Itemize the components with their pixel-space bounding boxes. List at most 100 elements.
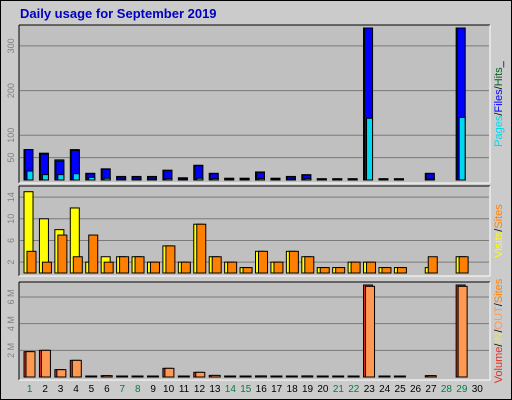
- bar-hits-pages: [458, 116, 466, 181]
- x-tick-label: 28: [441, 384, 453, 395]
- bar-hits-pages: [273, 178, 281, 181]
- x-tick-label: 9: [150, 384, 156, 395]
- legend-kbytes: Volume/IN/OUT/Sites: [493, 278, 505, 383]
- x-tick-label: 5: [89, 384, 95, 395]
- x-tick-label: 30: [472, 384, 484, 395]
- bar-visits-sites: [227, 261, 238, 274]
- bar-visits-sites: [366, 261, 377, 274]
- bar-hits-pages: [304, 178, 312, 181]
- bar-hits-pages: [72, 173, 80, 181]
- x-tick-label: 26: [410, 384, 422, 395]
- bar-visits-sites: [335, 267, 346, 274]
- x-tick-label: 21: [333, 384, 345, 395]
- bar-kbytes-out: [40, 349, 51, 378]
- y-tick-label: 100: [6, 128, 16, 143]
- legend-entry: /: [493, 85, 505, 89]
- legend-entry: Files: [493, 89, 505, 113]
- y-tick-label: 10: [6, 214, 16, 224]
- bar-visits-sites: [242, 267, 253, 274]
- y-tick-label: 2: [6, 260, 16, 265]
- y-tick-label: 6: [6, 238, 16, 243]
- legend-entry: _: [493, 60, 505, 68]
- bar-visits-sites: [211, 256, 222, 274]
- x-tick-label: 24: [379, 384, 391, 395]
- bar-kbytes-out: [457, 285, 468, 378]
- x-tick-label: 6: [104, 384, 110, 395]
- x-tick-label: 11: [179, 384, 190, 395]
- bar-kbytes-out: [226, 375, 237, 378]
- bar-visits-sites: [134, 256, 145, 274]
- bar-hits-pages: [335, 178, 343, 181]
- x-tick-label: 14: [225, 384, 237, 395]
- bar-kbytes-out: [118, 375, 129, 378]
- bar-kbytes-out: [210, 374, 221, 378]
- bar-hits-pages: [288, 178, 296, 181]
- bar-visits-sites: [180, 261, 191, 274]
- bar-kbytes-out: [179, 375, 190, 378]
- panel-hits: [19, 25, 490, 183]
- bar-visits-sites: [57, 234, 68, 274]
- x-tick-label: 20: [317, 384, 329, 395]
- y-tick-label: 14: [6, 192, 16, 202]
- bar-visits-sites: [288, 250, 299, 274]
- bar-kbytes-out: [303, 375, 314, 378]
- x-tick-label: 4: [73, 384, 79, 395]
- legend-entry: Hits: [493, 67, 505, 86]
- bar-kbytes-out: [395, 375, 406, 378]
- bar-hits-pages: [57, 174, 65, 181]
- bar-hits-pages: [227, 178, 235, 181]
- x-tick-label: 2: [42, 384, 48, 395]
- bar-visits-sites: [88, 234, 99, 274]
- y-tick-label: 4 M: [6, 316, 16, 331]
- bar-visits-sites: [26, 250, 37, 274]
- bar-hits-pages: [381, 178, 389, 181]
- x-tick-label: 25: [395, 384, 407, 395]
- bar-hits-pages: [396, 178, 404, 181]
- legend-entry: Volume: [493, 347, 505, 384]
- bar-visits-sites: [396, 267, 407, 274]
- y-tick-label: 200: [6, 83, 16, 98]
- legend-visits: Visits/Sites: [493, 204, 505, 258]
- bar-visits-sites: [119, 256, 130, 274]
- y-tick-label: 50: [6, 153, 16, 163]
- legend-entry: Visits: [493, 231, 505, 258]
- legend-entry: Pages: [493, 115, 505, 147]
- x-tick-label: 13: [209, 384, 221, 395]
- y-tick-label: 300: [6, 38, 16, 53]
- x-tick-label: 16: [256, 384, 268, 395]
- bar-hits-pages: [119, 178, 127, 181]
- legend-entry: /: [493, 302, 505, 306]
- bar-visits-sites: [41, 261, 52, 274]
- x-tick-label: 18: [287, 384, 299, 395]
- bar-hits-pages: [366, 117, 374, 181]
- legend-entry: Sites: [493, 278, 505, 303]
- bar-kbytes-out: [148, 375, 159, 378]
- legend-entry: OUT: [493, 306, 505, 330]
- x-tick-label: 8: [135, 384, 141, 395]
- bar-kbytes-out: [56, 369, 67, 378]
- bar-visits-sites: [381, 267, 392, 274]
- bar-hits-pages: [258, 178, 265, 181]
- bar-kbytes-out: [241, 375, 252, 378]
- bar-kbytes-out: [365, 285, 376, 378]
- bar-kbytes-out: [133, 375, 144, 378]
- bar-hits-pages: [211, 178, 219, 181]
- bar-kbytes-out: [71, 359, 82, 378]
- bar-kbytes-out: [287, 375, 298, 378]
- bar-hits-pages: [134, 178, 142, 181]
- bar-visits-sites: [258, 250, 268, 274]
- bar-kbytes-out: [334, 375, 345, 378]
- bar-visits-sites: [196, 223, 207, 274]
- x-tick-label: 7: [120, 384, 126, 395]
- x-tick-label: 12: [194, 384, 206, 395]
- bar-hits-pages: [319, 178, 327, 181]
- chart-title: Daily usage for September 2019: [20, 6, 217, 21]
- bar-hits-pages: [180, 178, 188, 181]
- y-tick-label: 2 M: [6, 343, 16, 358]
- bar-kbytes-out: [102, 375, 113, 378]
- bar-hits-pages: [103, 177, 111, 181]
- bar-visits-sites: [273, 261, 284, 274]
- bar-kbytes-out: [87, 375, 98, 378]
- x-tick-label: 17: [271, 384, 283, 395]
- x-tick-label: 15: [240, 384, 252, 395]
